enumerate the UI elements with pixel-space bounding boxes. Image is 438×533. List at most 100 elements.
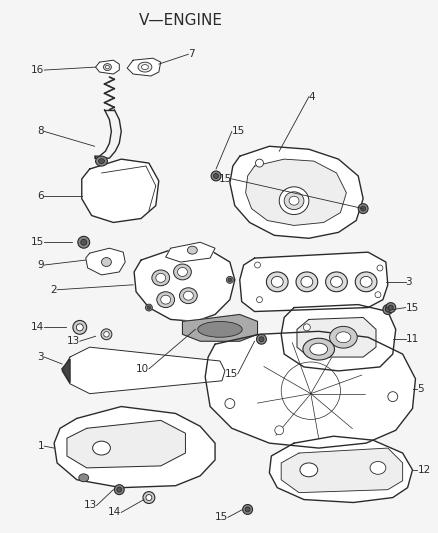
Ellipse shape [336,332,351,343]
Ellipse shape [275,426,284,435]
Text: 13: 13 [67,336,80,346]
Ellipse shape [289,196,299,205]
Ellipse shape [102,257,111,266]
Ellipse shape [99,159,105,164]
Text: 3: 3 [38,352,44,362]
Ellipse shape [156,273,166,282]
Ellipse shape [143,491,155,504]
Polygon shape [281,304,396,371]
Ellipse shape [300,463,318,477]
Ellipse shape [257,297,262,303]
Polygon shape [297,318,376,357]
Text: V—ENGINE: V—ENGINE [138,13,223,28]
Text: 8: 8 [38,126,44,136]
Polygon shape [166,243,215,262]
Text: 14: 14 [31,322,44,333]
Ellipse shape [279,187,309,215]
Text: 7: 7 [188,49,195,59]
Polygon shape [205,332,416,448]
Ellipse shape [259,337,264,342]
Ellipse shape [228,278,232,281]
Ellipse shape [76,324,83,331]
Ellipse shape [101,329,112,340]
Ellipse shape [214,173,219,179]
Text: 15: 15 [232,126,245,136]
Text: 15: 15 [215,512,228,522]
Ellipse shape [104,332,109,337]
Text: 4: 4 [309,92,315,102]
Ellipse shape [266,272,288,292]
Ellipse shape [271,277,283,287]
Ellipse shape [161,295,171,304]
Ellipse shape [187,246,197,254]
Ellipse shape [81,239,87,245]
Ellipse shape [180,288,197,304]
Text: 3: 3 [406,277,412,287]
Ellipse shape [254,262,261,268]
Ellipse shape [329,326,357,348]
Polygon shape [269,436,413,503]
Ellipse shape [383,304,393,314]
Ellipse shape [103,63,111,70]
Ellipse shape [226,277,233,284]
Ellipse shape [225,399,235,408]
Ellipse shape [331,277,343,287]
Ellipse shape [145,304,152,311]
Text: 14: 14 [108,507,121,518]
Ellipse shape [146,495,152,500]
Text: 9: 9 [38,260,44,270]
Ellipse shape [301,277,313,287]
Ellipse shape [358,204,368,214]
Ellipse shape [106,66,110,69]
Ellipse shape [114,484,124,495]
Ellipse shape [389,305,393,310]
Text: 15: 15 [225,369,238,379]
Text: 16: 16 [31,65,44,75]
Text: 13: 13 [83,500,96,511]
Ellipse shape [375,292,381,297]
Ellipse shape [173,264,191,280]
Ellipse shape [303,338,335,360]
Ellipse shape [147,306,151,309]
Ellipse shape [360,206,366,211]
Ellipse shape [184,291,193,300]
Text: 15: 15 [31,237,44,247]
Ellipse shape [243,505,253,514]
Ellipse shape [245,507,250,512]
Ellipse shape [152,270,170,286]
Ellipse shape [377,265,383,271]
Ellipse shape [92,441,110,455]
Ellipse shape [138,62,152,72]
Ellipse shape [284,192,304,209]
Polygon shape [246,159,346,225]
Ellipse shape [255,159,263,167]
Ellipse shape [78,236,90,248]
Text: 2: 2 [50,285,57,295]
Ellipse shape [157,292,175,308]
Text: 15: 15 [219,174,232,184]
Ellipse shape [117,487,122,492]
Ellipse shape [325,272,347,292]
Ellipse shape [388,392,398,401]
Polygon shape [127,58,161,76]
Ellipse shape [211,171,221,181]
Ellipse shape [360,277,372,287]
Polygon shape [62,359,70,383]
Polygon shape [281,448,403,492]
Ellipse shape [177,268,187,277]
Ellipse shape [386,303,396,312]
Ellipse shape [385,307,390,312]
Ellipse shape [79,474,88,482]
Text: 15: 15 [406,303,419,312]
Text: 1: 1 [38,441,44,451]
Polygon shape [67,421,185,468]
Ellipse shape [257,334,266,344]
Ellipse shape [95,156,107,166]
Polygon shape [95,60,119,74]
Polygon shape [230,146,363,238]
Polygon shape [134,248,235,321]
Polygon shape [240,252,388,311]
Text: 12: 12 [417,465,431,475]
Text: 10: 10 [136,364,149,374]
Text: 11: 11 [406,334,419,344]
